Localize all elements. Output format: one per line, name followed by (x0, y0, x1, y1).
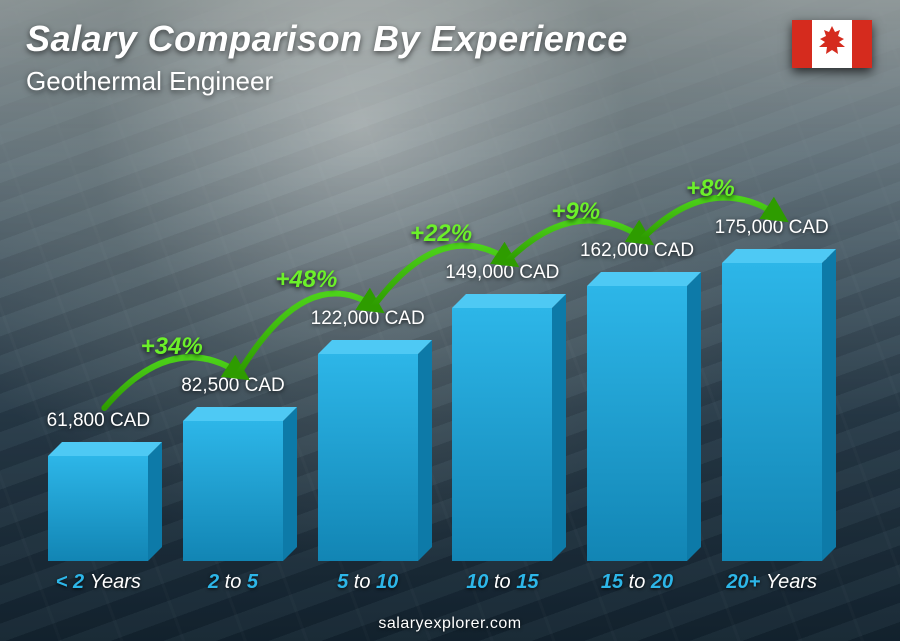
value-label: 61,800 CAD (18, 410, 178, 432)
canada-flag-icon (792, 20, 872, 68)
bars-container: 61,800 CAD82,500 CAD122,000 CAD149,000 C… (30, 110, 840, 561)
category-label: < 2 Years (40, 571, 157, 605)
category-label: 10 to 15 (444, 571, 561, 605)
category-label: 20+ Years (713, 571, 830, 605)
category-label: 15 to 20 (579, 571, 696, 605)
bar: 162,000 CAD (579, 110, 696, 561)
value-label: 175,000 CAD (692, 217, 852, 239)
category-row: < 2 Years 2 to 5 5 to 10 10 to 15 15 to 20 20… (30, 571, 840, 605)
page-title: Salary Comparison By Experience (26, 18, 628, 60)
value-label: 82,500 CAD (153, 375, 313, 397)
value-label: 122,000 CAD (288, 308, 448, 330)
page-subtitle: Geothermal Engineer (26, 66, 628, 97)
footer-credit: salaryexplorer.com (0, 615, 900, 633)
bar: 122,000 CAD (309, 110, 426, 561)
bar: 149,000 CAD (444, 110, 561, 561)
title-block: Salary Comparison By Experience Geotherm… (26, 18, 628, 97)
category-label: 5 to 10 (309, 571, 426, 605)
infographic-stage: Salary Comparison By Experience Geotherm… (0, 0, 900, 641)
category-label: 2 to 5 (175, 571, 292, 605)
value-label: 162,000 CAD (557, 240, 717, 262)
value-label: 149,000 CAD (422, 262, 582, 284)
bar-chart: 61,800 CAD82,500 CAD122,000 CAD149,000 C… (30, 110, 840, 561)
bar: 82,500 CAD (175, 110, 292, 561)
bar: 61,800 CAD (40, 110, 157, 561)
bar: 175,000 CAD (713, 110, 830, 561)
